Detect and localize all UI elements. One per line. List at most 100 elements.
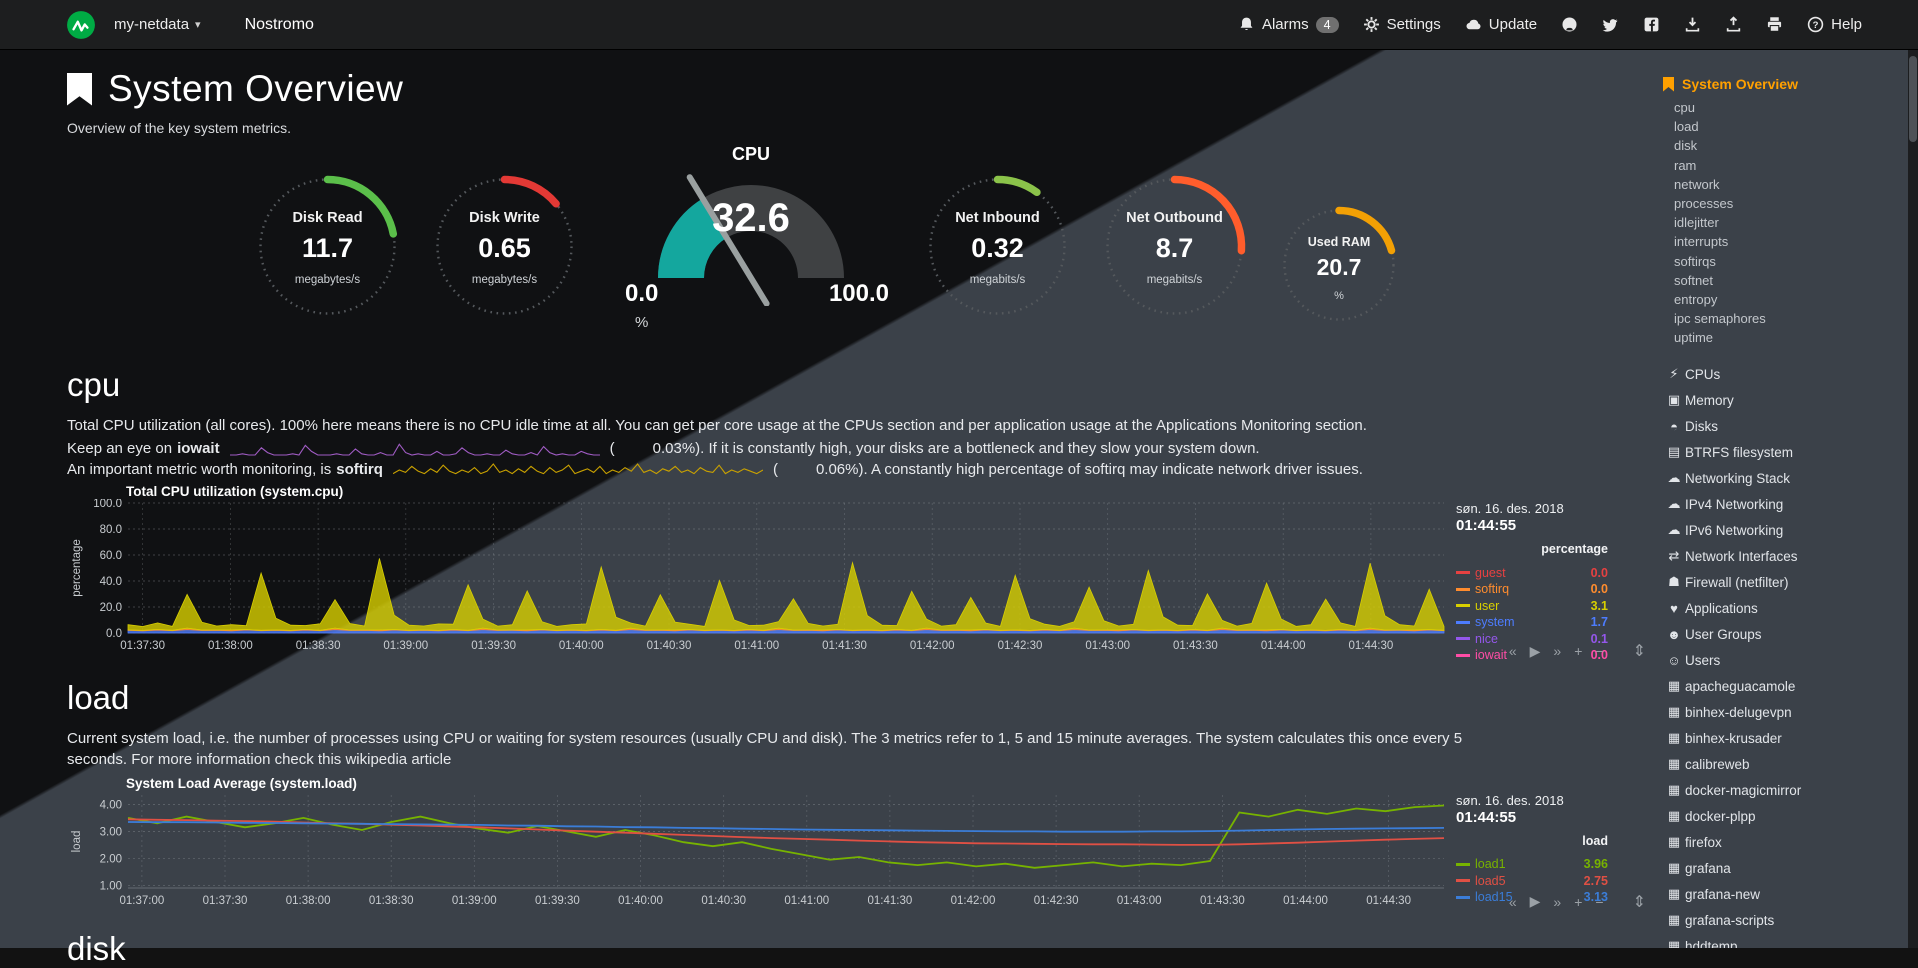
- resize-icon[interactable]: ⇕: [1633, 641, 1646, 661]
- update-button[interactable]: Update: [1465, 16, 1537, 33]
- svg-text:2.00: 2.00: [100, 853, 122, 865]
- users-icon: ☻: [1663, 627, 1685, 642]
- sidebar-subitem-uptime[interactable]: uptime: [1663, 330, 1908, 349]
- th-grid-icon: ▦: [1663, 938, 1685, 948]
- resize-icon[interactable]: ⇕: [1633, 892, 1646, 912]
- sidebar-subitem-interrupts[interactable]: interrupts: [1663, 234, 1908, 253]
- page-scrollbar[interactable]: [1908, 50, 1918, 948]
- cpu-intro-text: Total CPU utilization (all cores). 100% …: [67, 416, 1507, 436]
- pan-right-icon[interactable]: »: [1553, 643, 1561, 659]
- gauge-cpu[interactable]: CPU 32.6 0.0 100.0 %: [611, 144, 891, 350]
- zoom-out-icon[interactable]: −: [1595, 643, 1603, 659]
- hostname-link[interactable]: Nostromo: [245, 16, 314, 34]
- sidebar-app-grafana-scripts[interactable]: ▦grafana-scripts: [1663, 907, 1908, 933]
- alarms-button[interactable]: Alarms 4: [1238, 16, 1339, 33]
- sidebar-subitem-load[interactable]: load: [1663, 119, 1908, 138]
- sidebar-section-cpus[interactable]: ⚡CPUs: [1663, 361, 1908, 387]
- sidebar-app-docker-plpp[interactable]: ▦docker-plpp: [1663, 803, 1908, 829]
- svg-text:01:42:00: 01:42:00: [910, 640, 955, 652]
- gauge-net-inbound[interactable]: Net Inbound 0.32 megabits/s: [924, 173, 1071, 325]
- wikipedia-link[interactable]: wikipedia article: [345, 751, 451, 768]
- legend-time: 01:44:55: [1456, 517, 1608, 534]
- zoom-in-icon[interactable]: +: [1574, 894, 1582, 910]
- gauge-disk-read[interactable]: Disk Read 11.7 megabytes/s: [254, 173, 401, 325]
- twitter-icon[interactable]: [1602, 16, 1619, 33]
- sidebar-section-users[interactable]: ☺Users: [1663, 647, 1908, 673]
- sidebar-section-networking-stack[interactable]: ☁Networking Stack: [1663, 465, 1908, 491]
- sidebar-subitem-entropy[interactable]: entropy: [1663, 292, 1908, 311]
- sidebar-subitem-softirqs[interactable]: softirqs: [1663, 254, 1908, 273]
- cpu-gauge-max: 100.0: [829, 280, 889, 308]
- svg-text:4.00: 4.00: [100, 799, 122, 811]
- bookmark-icon: [1663, 77, 1674, 92]
- settings-button[interactable]: Settings: [1363, 16, 1441, 33]
- sidebar-subitem-idlejitter[interactable]: idlejitter: [1663, 215, 1908, 234]
- sidebar-app-grafana[interactable]: ▦grafana: [1663, 855, 1908, 881]
- pan-left-icon[interactable]: «: [1509, 894, 1517, 910]
- sidebar-section-network-interfaces[interactable]: ⇄Network Interfaces: [1663, 543, 1908, 569]
- pan-right-icon[interactable]: »: [1553, 894, 1561, 910]
- th-grid-icon: ▦: [1663, 886, 1685, 902]
- sidebar-app-docker-magicmirror[interactable]: ▦docker-magicmirror: [1663, 777, 1908, 803]
- print-icon[interactable]: [1766, 16, 1783, 33]
- sidebar-section-ipv4-networking[interactable]: ☁IPv4 Networking: [1663, 491, 1908, 517]
- sidebar-subitem-softnet[interactable]: softnet: [1663, 273, 1908, 292]
- scrollbar-thumb[interactable]: [1909, 56, 1917, 142]
- sidebar-item-system-overview[interactable]: System Overview: [1663, 76, 1908, 92]
- chevron-down-icon: ▾: [195, 18, 201, 31]
- sidebar-section-memory[interactable]: ▣Memory: [1663, 387, 1908, 413]
- sidebar-subitem-ram[interactable]: ram: [1663, 158, 1908, 177]
- download-icon[interactable]: [1684, 16, 1701, 33]
- gauge-disk-write[interactable]: Disk Write 0.65 megabytes/s: [431, 173, 578, 325]
- sidebar-subitem-ipc-semaphores[interactable]: ipc semaphores: [1663, 311, 1908, 330]
- sidebar-app-binhex-krusader[interactable]: ▦binhex-krusader: [1663, 725, 1908, 751]
- cpu-chart-legend: søn. 16. des. 2018 01:44:55 percentage g…: [1456, 499, 1608, 663]
- github-icon[interactable]: [1561, 16, 1578, 33]
- sidebar-section-ipv6-networking[interactable]: ☁IPv6 Networking: [1663, 517, 1908, 543]
- sidebar-app-calibreweb[interactable]: ▦calibreweb: [1663, 751, 1908, 777]
- sidebar-app-hddtemp[interactable]: ▦hddtemp: [1663, 933, 1908, 948]
- help-button[interactable]: ? Help: [1807, 16, 1862, 33]
- sidebar-subitem-processes[interactable]: processes: [1663, 196, 1908, 215]
- sidebar-section-user-groups[interactable]: ☻User Groups: [1663, 621, 1908, 647]
- sidebar-section-applications[interactable]: ♥Applications: [1663, 595, 1908, 621]
- sidebar-section-disks[interactable]: ◓Disks: [1663, 413, 1908, 439]
- sidebar-section-btrfs-filesystem[interactable]: ▤BTRFS filesystem: [1663, 439, 1908, 465]
- netdata-logo[interactable]: [66, 10, 96, 40]
- sidebar-section-firewall-netfilter-[interactable]: ☗Firewall (netfilter): [1663, 569, 1908, 595]
- sidebar-subitem-network[interactable]: network: [1663, 177, 1908, 196]
- sidebar-app-grafana-new[interactable]: ▦grafana-new: [1663, 881, 1908, 907]
- gauge-net-outbound[interactable]: Net Outbound 8.7 megabits/s: [1101, 173, 1248, 325]
- sidebar-app-firefox[interactable]: ▦firefox: [1663, 829, 1908, 855]
- page-subtitle: Overview of the key system metrics.: [67, 120, 1660, 136]
- sidebar-subitem-disk[interactable]: disk: [1663, 138, 1908, 157]
- svg-text:01:44:30: 01:44:30: [1349, 640, 1394, 652]
- zoom-out-icon[interactable]: −: [1595, 894, 1603, 910]
- pan-left-icon[interactable]: «: [1509, 643, 1517, 659]
- svg-text:01:38:00: 01:38:00: [208, 640, 253, 652]
- my-netdata-menu[interactable]: my-netdata ▾: [114, 16, 201, 33]
- sidebar-app-apacheguacamole[interactable]: ▦apacheguacamole: [1663, 673, 1908, 699]
- facebook-icon[interactable]: [1643, 16, 1660, 33]
- play-icon[interactable]: ▶: [1530, 643, 1541, 660]
- cloud-icon: [1465, 16, 1482, 33]
- zoom-in-icon[interactable]: +: [1574, 643, 1582, 659]
- sidebar-subitem-cpu[interactable]: cpu: [1663, 100, 1908, 119]
- legend-color-dash: [1456, 571, 1470, 574]
- sidebar-app-binhex-delugevpn[interactable]: ▦binhex-delugevpn: [1663, 699, 1908, 725]
- gauge-used-ram[interactable]: Used RAM 20.7 %: [1278, 204, 1400, 331]
- play-icon[interactable]: ▶: [1530, 893, 1541, 910]
- upload-icon[interactable]: [1725, 16, 1742, 33]
- svg-text:01:37:00: 01:37:00: [120, 895, 165, 907]
